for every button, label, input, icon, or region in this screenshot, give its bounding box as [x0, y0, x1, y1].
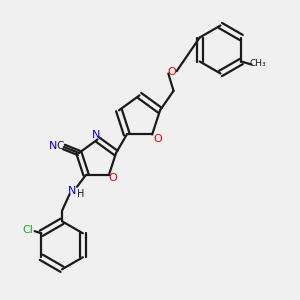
Text: O: O	[109, 173, 117, 183]
Text: O: O	[153, 134, 162, 144]
Text: CH₃: CH₃	[250, 59, 266, 68]
Text: N: N	[92, 130, 100, 140]
Text: N: N	[68, 186, 77, 196]
Text: H: H	[77, 189, 84, 199]
Text: O: O	[167, 67, 176, 77]
Text: C: C	[56, 141, 64, 151]
Text: Cl: Cl	[22, 225, 34, 235]
Text: N: N	[49, 141, 58, 151]
